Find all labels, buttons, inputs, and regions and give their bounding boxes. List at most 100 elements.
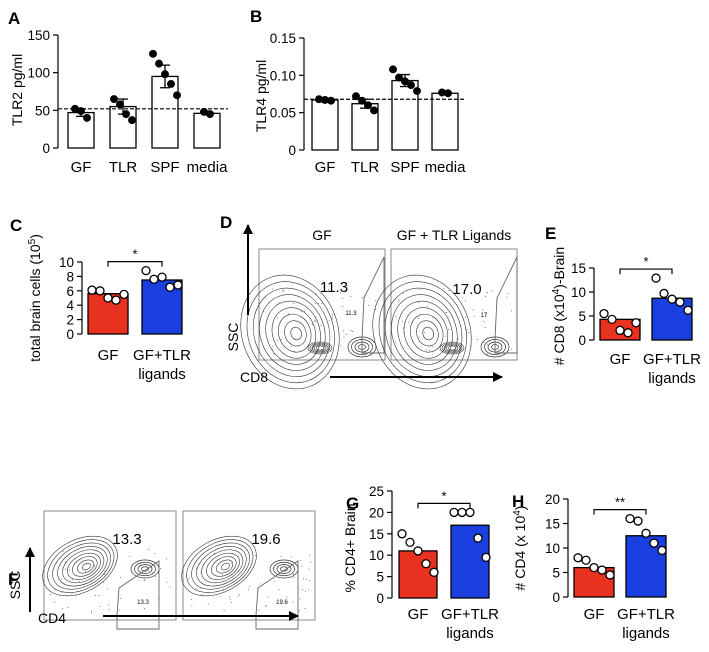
scatter-dot <box>511 348 513 350</box>
contour-line <box>216 559 234 574</box>
scatter-dot <box>448 289 450 291</box>
contour-line <box>141 566 149 572</box>
scatter-dot <box>445 335 447 337</box>
contour-line <box>72 556 98 577</box>
data-point <box>155 59 163 68</box>
x-tick-line: ligands <box>138 366 186 383</box>
y-axis-label-text: % CD4+ Brain <box>342 503 358 592</box>
x-tick-label: GF <box>71 159 92 176</box>
panel-label-a: A <box>8 9 20 28</box>
contour-line <box>313 344 327 352</box>
scatter-dot <box>49 593 51 595</box>
scatter-dot <box>68 569 70 571</box>
scatter-dot <box>315 293 317 295</box>
contour-line <box>409 313 444 353</box>
significance-bracket <box>107 261 163 267</box>
scatter-dot <box>468 332 470 334</box>
scatter-dot <box>60 578 62 580</box>
scatter-dot <box>298 610 300 612</box>
scatter-dot <box>477 338 479 340</box>
data-point <box>352 92 360 101</box>
scatter-dot <box>151 573 153 575</box>
contour-line <box>284 320 307 347</box>
scatter-dot <box>403 331 405 333</box>
contour-line <box>186 539 254 593</box>
data-point <box>429 567 439 577</box>
scatter-dot <box>293 573 295 575</box>
y-axis-label-end: )-Brain <box>551 247 567 289</box>
data-point <box>83 113 91 122</box>
data-point <box>473 533 483 543</box>
scatter-dot <box>290 576 292 578</box>
scatter-dot <box>309 580 311 582</box>
x-axis-label: CD8 <box>240 369 268 385</box>
flow-panel-f: FGF13.313.3GF + TLR Ligands19.619.6SSCCD… <box>7 510 316 630</box>
data-point <box>370 106 378 115</box>
x-tick-line: GF <box>98 347 119 364</box>
scatter-dot <box>292 601 294 603</box>
data-point <box>413 87 421 95</box>
x-tick-line: GF+TLR <box>133 347 191 364</box>
scatter-dot <box>328 319 330 321</box>
scatter-dot <box>229 596 231 598</box>
scatter-dot <box>459 345 461 347</box>
scatter-dot <box>265 605 267 607</box>
scatter-dot <box>314 320 316 322</box>
contour-line <box>384 287 463 377</box>
scatter-dot <box>466 331 468 333</box>
scatter-dot <box>428 350 430 352</box>
scatter-dot <box>98 595 100 597</box>
scatter-dot <box>482 309 484 311</box>
contour-line <box>196 546 247 587</box>
scatter-dot <box>486 343 488 345</box>
scatter-dot <box>327 288 329 290</box>
scatter-dot <box>230 562 232 564</box>
x-tick-label: GF+TLR ligands <box>441 606 499 642</box>
scatter-dot <box>282 289 284 291</box>
scatter-dot <box>308 589 310 591</box>
scatter-dot <box>119 598 121 600</box>
data-point <box>167 80 175 88</box>
scatter-dot <box>54 588 56 590</box>
scatter-dot <box>264 605 266 607</box>
scatter-dot <box>342 330 344 332</box>
scatter-dot <box>108 609 110 611</box>
scatter-dot <box>425 349 427 351</box>
scatter-dot <box>207 603 209 605</box>
x-tick-label: TLR <box>351 159 380 176</box>
y-tick-label: 15 <box>545 517 560 532</box>
data-point <box>615 325 625 336</box>
scatter-dot <box>268 314 270 316</box>
scatter-dot <box>461 344 463 346</box>
scatter-dot <box>214 552 216 554</box>
scatter-dot <box>371 344 373 346</box>
y-tick-label: 25 <box>369 484 384 499</box>
scatter-dot <box>238 594 240 596</box>
scatter-dot <box>343 336 345 338</box>
y-axis-label: TLR2 pg/ml <box>9 54 25 126</box>
contour-line <box>240 274 340 390</box>
scatter-dot <box>419 336 421 338</box>
scatter-dot <box>229 599 231 601</box>
scatter-dot <box>77 591 79 593</box>
scatter-dot <box>315 316 317 318</box>
scatter-dot <box>290 556 292 558</box>
data-point <box>157 272 167 282</box>
y-axis-label-text: TLR2 pg/ml <box>9 54 25 126</box>
data-point <box>397 529 407 539</box>
scatter-dot <box>375 308 377 310</box>
x-tick-label: SPF <box>390 159 419 176</box>
x-tick-label: GF <box>315 159 336 176</box>
data-point <box>657 545 667 556</box>
data-point <box>206 110 214 119</box>
panel-label-c: C <box>10 216 22 235</box>
scatter-dot <box>411 350 413 352</box>
scatter-dot <box>259 583 261 585</box>
data-point <box>103 293 113 303</box>
data-point <box>173 280 183 290</box>
y-axis-label: % CD4+ Brain <box>342 503 358 592</box>
scatter-dot <box>62 608 64 610</box>
scatter-dot <box>66 555 68 557</box>
scatter-dot <box>209 577 211 579</box>
